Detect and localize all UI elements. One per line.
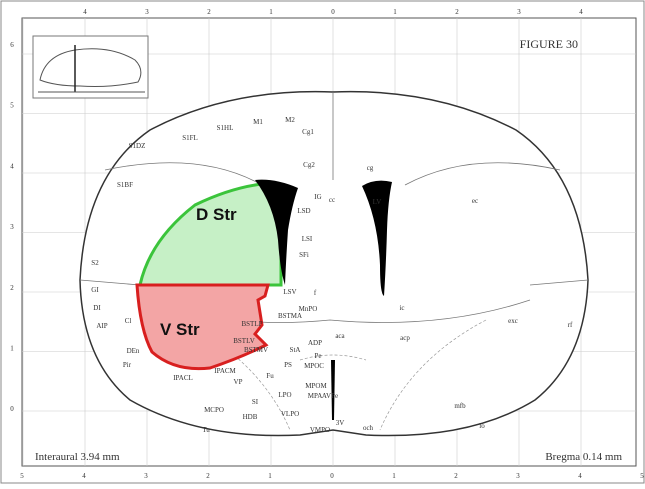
structure-label: VP xyxy=(234,378,243,386)
structure-label: Tu xyxy=(202,426,210,434)
structure-label: och xyxy=(363,424,374,432)
structure-label: LSD xyxy=(297,207,310,215)
structure-label: AVPe xyxy=(322,392,338,400)
structure-label: SI xyxy=(252,398,259,406)
tick-label: 2 xyxy=(455,8,459,16)
structure-label: MnPO xyxy=(299,305,318,313)
tick-label: 1 xyxy=(392,472,396,480)
structure-label: IG xyxy=(314,193,321,201)
structure-label: VMPO xyxy=(310,426,330,434)
tick-label: 5 xyxy=(10,102,14,110)
structure-label: ec xyxy=(472,197,478,205)
structure-label: LSV xyxy=(283,288,296,296)
structure-label: exc xyxy=(508,317,518,325)
structure-label: LSI xyxy=(302,235,313,243)
structure-label: f xyxy=(314,289,317,297)
tick-label: 2 xyxy=(206,472,210,480)
tick-label: 4 xyxy=(83,8,87,16)
structure-label: StA xyxy=(290,346,301,354)
structure-label: S1FL xyxy=(182,134,198,142)
structure-label: Pir xyxy=(123,361,132,369)
structure-label: MCPO xyxy=(204,406,224,414)
tick-label: 2 xyxy=(454,472,458,480)
structure-label: DEn xyxy=(127,347,140,355)
tick-label: 5 xyxy=(20,472,24,480)
structure-label: acp xyxy=(400,334,410,342)
tick-label: 6 xyxy=(10,41,14,49)
structure-label: Pe xyxy=(315,352,322,360)
tick-label: 1 xyxy=(268,472,272,480)
structure-label: GI xyxy=(91,286,99,294)
structure-label: rf xyxy=(568,321,573,329)
structure-label: Cg2 xyxy=(303,161,315,169)
structure-label: M1 xyxy=(253,118,263,126)
structure-label: S1BF xyxy=(117,181,133,189)
structure-label: LPO xyxy=(278,391,291,399)
third-ventricle xyxy=(331,360,335,420)
region-label: V Str xyxy=(160,320,200,339)
structure-label: Cg1 xyxy=(302,128,314,136)
structure-label: IPACL xyxy=(173,374,193,382)
structure-label: ADP xyxy=(308,339,322,347)
structure-label: AIP xyxy=(96,322,107,330)
tick-label: 1 xyxy=(10,345,14,353)
tick-label: 3 xyxy=(145,8,149,16)
structure-label: DI xyxy=(93,304,101,312)
tick-label: 4 xyxy=(578,472,582,480)
structure-label: BSTMV xyxy=(244,346,268,354)
figure-title: FIGURE 30 xyxy=(520,37,578,51)
tick-label: 1 xyxy=(393,8,397,16)
tick-label: 3 xyxy=(516,472,520,480)
bregma: Bregma 0.14 mm xyxy=(545,451,622,463)
structure-label: MPOC xyxy=(304,362,324,370)
structure-label: Fu xyxy=(266,372,274,380)
tick-label: 3 xyxy=(517,8,521,16)
inner-lines xyxy=(79,92,589,323)
structure-label: lo xyxy=(479,422,485,430)
tick-label: 2 xyxy=(10,284,14,292)
structure-label: IPACM xyxy=(214,367,236,375)
ventral-striatum xyxy=(135,283,270,371)
structure-label: VLPO xyxy=(281,410,299,418)
tick-label: 3 xyxy=(10,223,14,231)
tick-label: 4 xyxy=(82,472,86,480)
tick-label: 1 xyxy=(269,8,273,16)
tick-label: 5 xyxy=(640,472,644,480)
left-ventricle xyxy=(255,179,298,285)
structure-label: mfb xyxy=(454,402,466,410)
structure-label: ic xyxy=(399,304,404,312)
structure-label: cc xyxy=(329,196,335,204)
structure-label: MPOM xyxy=(305,382,327,390)
structure-label: LV xyxy=(373,198,382,206)
structure-label: MPA xyxy=(308,392,323,400)
structure-label: S1DZ xyxy=(129,142,146,150)
structure-label: Cl xyxy=(125,317,132,325)
structure-label: M2 xyxy=(285,116,295,124)
structure-label: aca xyxy=(335,332,345,340)
region-label: D Str xyxy=(196,205,237,224)
structure-label: S1HL xyxy=(217,124,234,132)
tick-label: 3 xyxy=(144,472,148,480)
inset xyxy=(32,35,149,99)
structure-label: BSTLP xyxy=(241,320,262,328)
interaural: Interaural 3.94 mm xyxy=(35,451,120,463)
structure-label: SFi xyxy=(299,251,309,259)
structure-label: HDB xyxy=(243,413,258,421)
tick-label: 0 xyxy=(10,405,14,413)
right-ventricle xyxy=(362,180,392,296)
tick-label: 0 xyxy=(331,8,335,16)
structure-label: 3V xyxy=(336,419,345,427)
structure-label: BSTMA xyxy=(278,312,302,320)
tick-label: 2 xyxy=(207,8,211,16)
tick-label: 4 xyxy=(579,8,583,16)
structure-label: S2 xyxy=(91,259,99,267)
ruler-frame xyxy=(21,17,637,467)
structure-label: PS xyxy=(284,361,292,369)
tick-label: 4 xyxy=(10,162,14,170)
tick-label: 0 xyxy=(330,472,334,480)
structure-label: cg xyxy=(367,164,374,172)
structure-label: BSTLV xyxy=(233,337,255,345)
